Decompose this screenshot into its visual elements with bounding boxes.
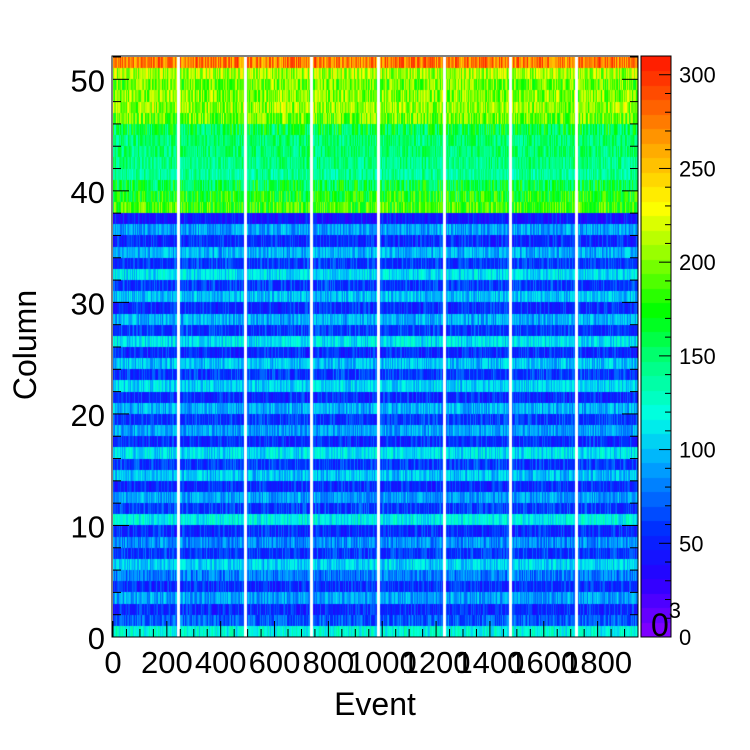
colorbar-ticks: 0 50 100 150 200 250 300: [659, 63, 716, 650]
y-tick-label: 40: [71, 175, 105, 210]
x-tick-label: 1400: [455, 645, 524, 680]
x-tick-label: 800: [303, 645, 355, 680]
colorbar-tick-label: 200: [679, 250, 716, 275]
y-tick-label: 50: [71, 63, 105, 98]
y-tick-label: 30: [71, 286, 105, 321]
colorbar-tick-label: 50: [679, 531, 703, 556]
x-tick-label: 600: [249, 645, 301, 680]
y-axis-ticks: 0 10 20 30 40 50: [71, 56, 638, 656]
x-tick-label: 1000: [348, 645, 417, 680]
colorbar-tick-label: 100: [679, 438, 716, 463]
y-tick-label: 20: [71, 398, 105, 433]
x-tick-label: 0: [104, 645, 121, 680]
x-tick-label: 1200: [402, 645, 471, 680]
plot-frame: [111, 55, 639, 638]
x-tick-label: 200: [141, 645, 193, 680]
colorbar-tick-label: 250: [679, 156, 716, 181]
x-tick-label: 1800: [563, 645, 632, 680]
x-tick-label: 1600: [509, 645, 578, 680]
x-axis-label: Event: [334, 686, 416, 722]
colorbar-exponent: 03: [651, 598, 681, 643]
colorbar-tick-label: 150: [679, 344, 716, 369]
colorbar-frame: [640, 55, 672, 638]
y-tick-label: 0: [88, 621, 105, 656]
y-tick-label: 10: [71, 509, 105, 544]
colorbar-tick-label: 0: [679, 625, 691, 650]
colorbar-palette: [641, 56, 671, 637]
heatmap-plot-area: [113, 57, 638, 637]
x-tick-label: 400: [195, 645, 247, 680]
y-axis-label: Column: [7, 290, 43, 400]
colorbar-tick-label: 300: [679, 63, 716, 88]
